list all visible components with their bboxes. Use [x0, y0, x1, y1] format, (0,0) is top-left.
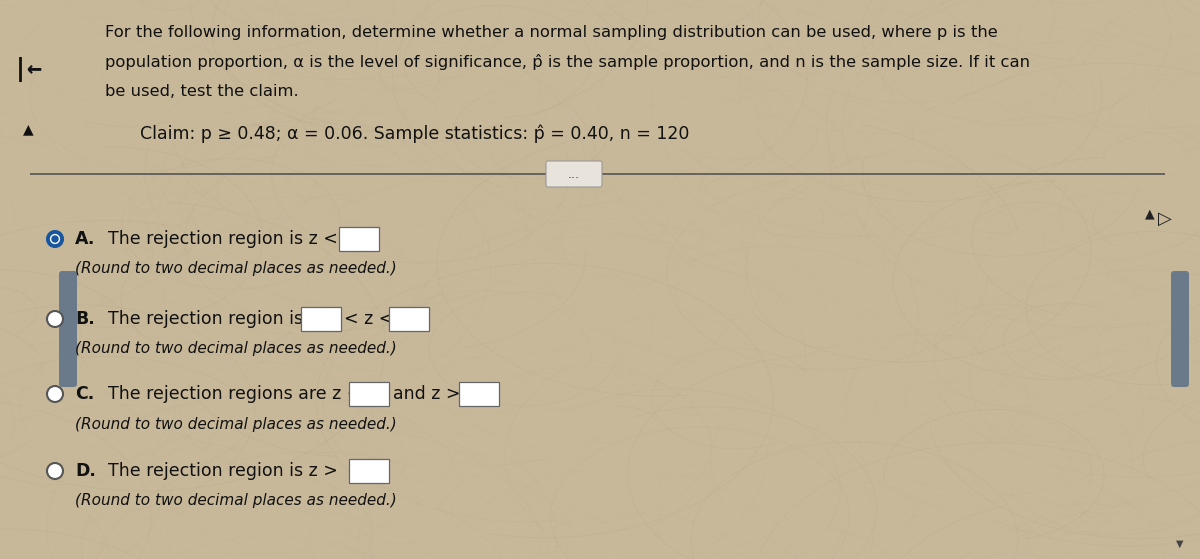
- Text: (Round to two decimal places as needed.): (Round to two decimal places as needed.): [74, 416, 397, 432]
- Text: The rejection region is z <: The rejection region is z <: [108, 230, 338, 248]
- Circle shape: [47, 386, 64, 402]
- Circle shape: [50, 235, 60, 243]
- Circle shape: [47, 311, 64, 327]
- FancyBboxPatch shape: [349, 382, 389, 406]
- FancyBboxPatch shape: [1171, 271, 1189, 387]
- Text: (Round to two decimal places as needed.): (Round to two decimal places as needed.): [74, 494, 397, 509]
- Text: For the following information, determine whether a normal sampling distribution : For the following information, determine…: [106, 25, 997, 40]
- Text: be used, test the claim.: be used, test the claim.: [106, 84, 299, 100]
- Text: A.: A.: [74, 230, 95, 248]
- FancyBboxPatch shape: [301, 307, 341, 331]
- Text: and z >: and z >: [394, 385, 461, 403]
- Circle shape: [47, 463, 64, 479]
- Text: ▷: ▷: [1158, 210, 1172, 228]
- Text: C.: C.: [74, 385, 95, 403]
- Text: < z <: < z <: [344, 310, 394, 328]
- Circle shape: [52, 236, 58, 242]
- Text: D.: D.: [74, 462, 96, 480]
- Text: ▼: ▼: [1176, 539, 1183, 549]
- Text: ...: ...: [568, 168, 580, 181]
- Text: The rejection region is z >: The rejection region is z >: [108, 462, 338, 480]
- Text: B.: B.: [74, 310, 95, 328]
- FancyBboxPatch shape: [389, 307, 430, 331]
- FancyBboxPatch shape: [349, 459, 389, 483]
- Text: population proportion, α is the level of significance, p̂ is the sample proporti: population proportion, α is the level of…: [106, 54, 1030, 70]
- Circle shape: [47, 231, 64, 247]
- FancyBboxPatch shape: [340, 227, 379, 251]
- Text: (Round to two decimal places as needed.): (Round to two decimal places as needed.): [74, 262, 397, 277]
- Text: The rejection regions are z <: The rejection regions are z <: [108, 385, 361, 403]
- Text: Claim: p ≥ 0.48; α = 0.06. Sample statistics: p̂ = 0.40, n = 120: Claim: p ≥ 0.48; α = 0.06. Sample statis…: [140, 125, 689, 143]
- FancyBboxPatch shape: [59, 271, 77, 387]
- FancyBboxPatch shape: [458, 382, 499, 406]
- Text: |←: |←: [13, 56, 43, 82]
- FancyBboxPatch shape: [546, 161, 602, 187]
- Text: The rejection region is: The rejection region is: [108, 310, 304, 328]
- Text: ▲: ▲: [1145, 207, 1154, 220]
- Text: (Round to two decimal places as needed.): (Round to two decimal places as needed.): [74, 342, 397, 357]
- Text: ▲: ▲: [23, 122, 34, 136]
